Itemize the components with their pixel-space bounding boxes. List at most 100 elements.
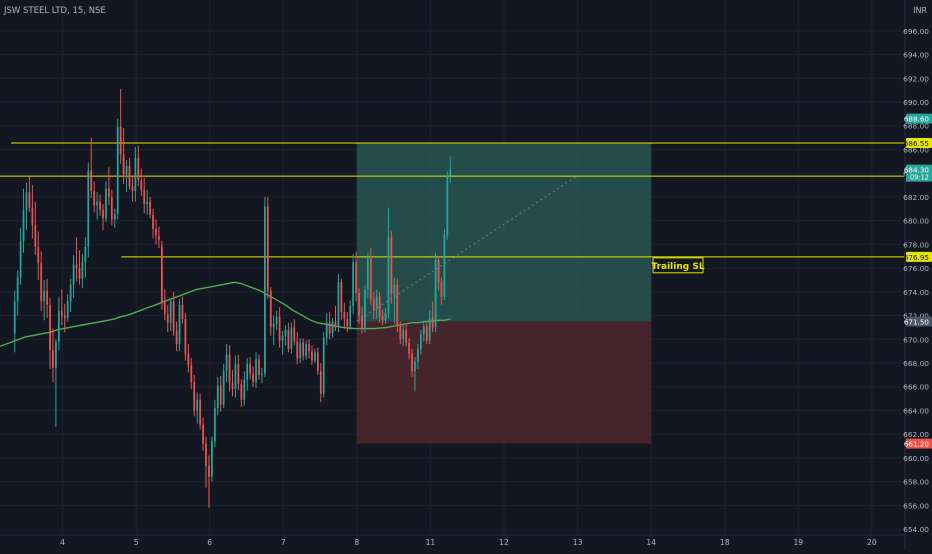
candle-body <box>75 264 78 269</box>
candle-body <box>240 384 243 400</box>
time-tick-label: 13 <box>573 538 583 547</box>
time-tick-label: 12 <box>499 538 509 547</box>
candle-body <box>202 424 204 444</box>
price-tick-label: 672.00 <box>903 312 929 321</box>
candle-body <box>134 157 137 191</box>
candle-body <box>193 381 196 411</box>
candle-body <box>234 364 237 390</box>
price-tick-label: 696.00 <box>903 27 929 36</box>
candle-body <box>305 344 307 356</box>
candle-body <box>66 301 69 318</box>
candle-body <box>181 304 184 320</box>
target-tag-label: 688.60 <box>904 115 930 124</box>
candle-body <box>108 188 110 197</box>
candle-body <box>355 262 357 294</box>
time-tick-label: 6 <box>207 538 212 547</box>
candle-body <box>205 443 207 467</box>
candle-body <box>308 344 310 352</box>
candle-body <box>390 237 393 295</box>
candle-body <box>55 341 57 368</box>
candle-body <box>275 316 278 324</box>
candle-body <box>434 259 437 328</box>
candle-body <box>440 282 443 297</box>
target-tag-bg <box>906 113 932 124</box>
price-tick-label: 676.00 <box>903 264 929 273</box>
candle-body <box>196 399 199 411</box>
last-price-tag-bg <box>906 164 932 182</box>
candle-body <box>222 371 225 405</box>
candle-body <box>199 399 202 425</box>
time-tick-label: 20 <box>867 538 877 547</box>
candle-body <box>187 353 190 366</box>
symbol-label: JSW STEEL LTD, 15, NSE <box>3 6 106 16</box>
candle-body <box>381 316 384 321</box>
candle-body <box>281 335 284 341</box>
candle-body <box>149 201 151 215</box>
candle-body <box>155 228 157 237</box>
candle-body <box>119 126 122 155</box>
candle-body <box>140 180 143 190</box>
price-tick-label: 680.00 <box>903 217 929 226</box>
candle-body <box>414 361 416 372</box>
time-tick-label: 4 <box>60 538 65 547</box>
currency-label: INR <box>913 6 927 15</box>
candle-body <box>69 284 72 302</box>
candle-body <box>314 352 316 361</box>
candle-body <box>346 319 349 327</box>
annotation[interactable]: Trailing SL <box>651 257 705 274</box>
candle-body <box>446 175 449 235</box>
candle-body <box>37 246 40 264</box>
level-lines[interactable] <box>0 142 905 258</box>
candle-body <box>361 315 363 329</box>
price-tick-label: 666.00 <box>903 383 929 392</box>
candle-body <box>158 236 160 240</box>
position-zones[interactable] <box>356 142 652 444</box>
candle-body <box>284 329 287 336</box>
candle-body <box>143 189 146 205</box>
candle-body <box>393 284 396 295</box>
last-price-tag-sub: 09:12 <box>910 174 929 182</box>
candle-body <box>352 262 355 307</box>
candle-body <box>184 319 187 354</box>
candle-body <box>316 352 319 372</box>
time-tick-label: 8 <box>354 538 359 547</box>
trailing-sl-label: Trailing SL <box>651 262 704 272</box>
candle-body <box>293 327 296 342</box>
candle-body <box>449 169 452 176</box>
price-tick-label: 690.00 <box>903 98 929 107</box>
candle-body <box>263 206 266 374</box>
candle-body <box>34 225 37 247</box>
time-tick-label: 5 <box>134 538 139 547</box>
candle-body <box>110 196 113 220</box>
candle-body <box>228 354 231 384</box>
candle-body <box>322 338 325 394</box>
candle-body <box>384 313 387 321</box>
candle-body <box>425 326 428 341</box>
candle-body <box>96 201 99 206</box>
time-tick-label: 11 <box>426 538 436 547</box>
candle-body <box>102 209 104 219</box>
candle-body <box>152 214 154 229</box>
price-tick-label: 682.00 <box>903 193 929 202</box>
candle-body <box>208 466 210 477</box>
candle-body <box>343 311 346 320</box>
candle-body <box>178 304 181 345</box>
time-axis[interactable]: 4 5 6 7 8 11 12 13 14 18 19 20 <box>0 534 905 547</box>
candle-body <box>278 316 281 341</box>
price-tick-label: 658.00 <box>903 478 929 487</box>
candle-body <box>49 304 51 350</box>
candle-body <box>146 201 149 205</box>
level-tag-label: 676.95 <box>904 253 929 262</box>
candle-body <box>172 301 175 331</box>
price-tick-label: 656.00 <box>903 501 929 510</box>
candle-body <box>243 379 246 400</box>
candle-body <box>137 157 140 181</box>
candle-body <box>22 209 25 241</box>
candle-body <box>237 364 240 385</box>
candle-body <box>163 302 166 315</box>
price-axis[interactable]: 654.00 656.00 658.00 660.00 662.00 664.00 666.… <box>903 0 932 550</box>
price-tick-label: 692.00 <box>903 74 929 83</box>
candle-body <box>84 246 87 263</box>
candle-body <box>422 326 425 335</box>
